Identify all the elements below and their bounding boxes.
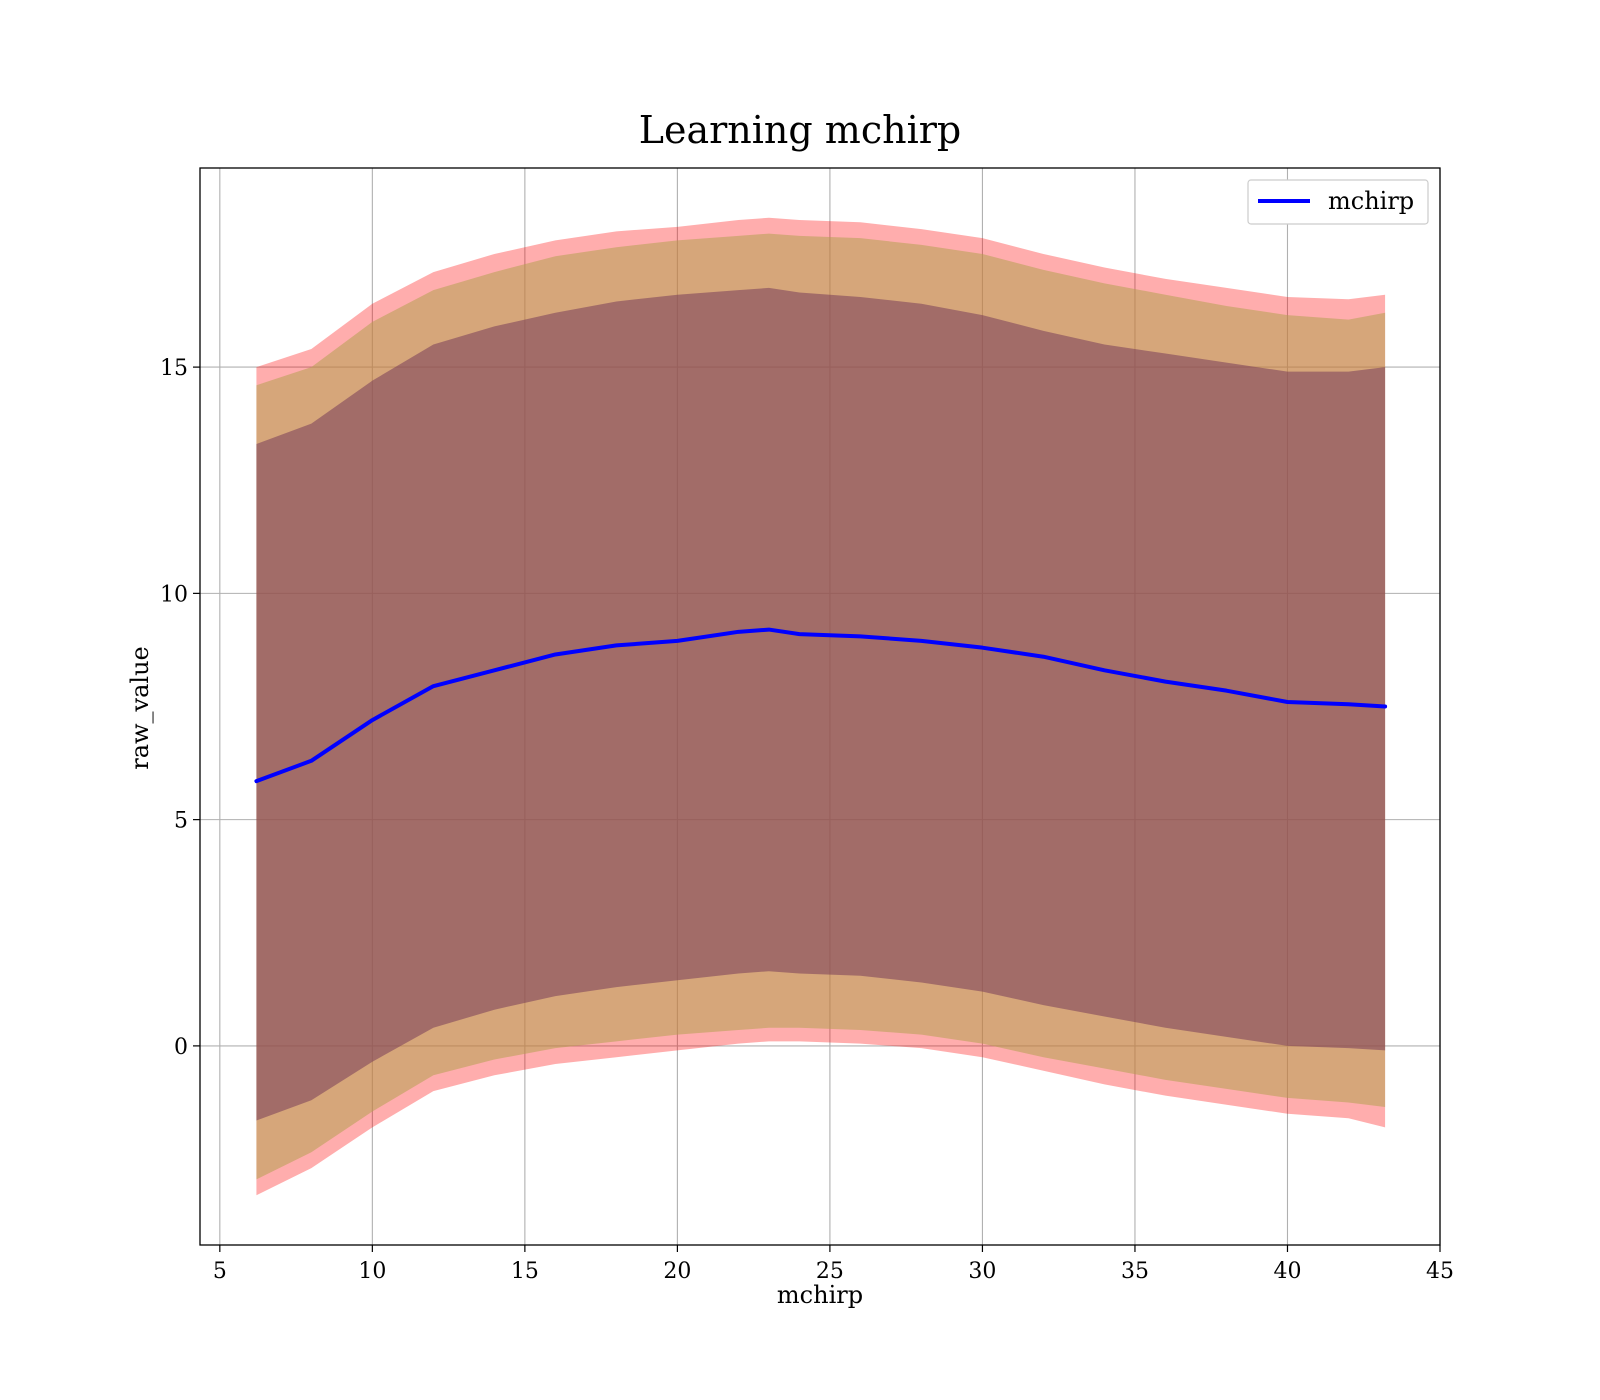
y-axis-ticks: 0 5 10 15 [160, 356, 200, 1060]
y-tick-label: 10 [160, 582, 188, 607]
series-line-mchirp [254, 627, 1388, 784]
x-tick-label: 5 [213, 1259, 227, 1284]
y-tick-label: 5 [174, 809, 188, 834]
x-tick-label: 45 [1426, 1259, 1454, 1284]
x-tick-label: 15 [511, 1259, 539, 1284]
x-tick-label: 20 [663, 1259, 691, 1284]
plot-frame [199, 167, 1441, 1246]
confidence-bands [256, 217, 1386, 1196]
band-inner [256, 287, 1386, 1121]
chart-title: Learning mchirp [639, 108, 961, 152]
x-tick-label: 10 [358, 1259, 386, 1284]
legend-box [1247, 179, 1429, 225]
x-tick-label: 35 [1121, 1259, 1149, 1284]
x-tick-label: 40 [1273, 1259, 1301, 1284]
y-axis-label: raw_value [126, 646, 154, 770]
y-tick-label: 0 [174, 1035, 188, 1060]
x-axis-label: mchirp [777, 1281, 863, 1309]
legend: mchirp [1247, 179, 1429, 225]
series-lines [254, 627, 1388, 784]
legend-label-mchirp: mchirp [1328, 187, 1414, 215]
x-tick-label: 25 [816, 1259, 844, 1284]
x-axis-ticks: 5 10 15 20 25 30 35 40 45 [213, 1245, 1454, 1284]
y-tick-label: 15 [160, 356, 188, 381]
x-tick-label: 30 [968, 1259, 996, 1284]
